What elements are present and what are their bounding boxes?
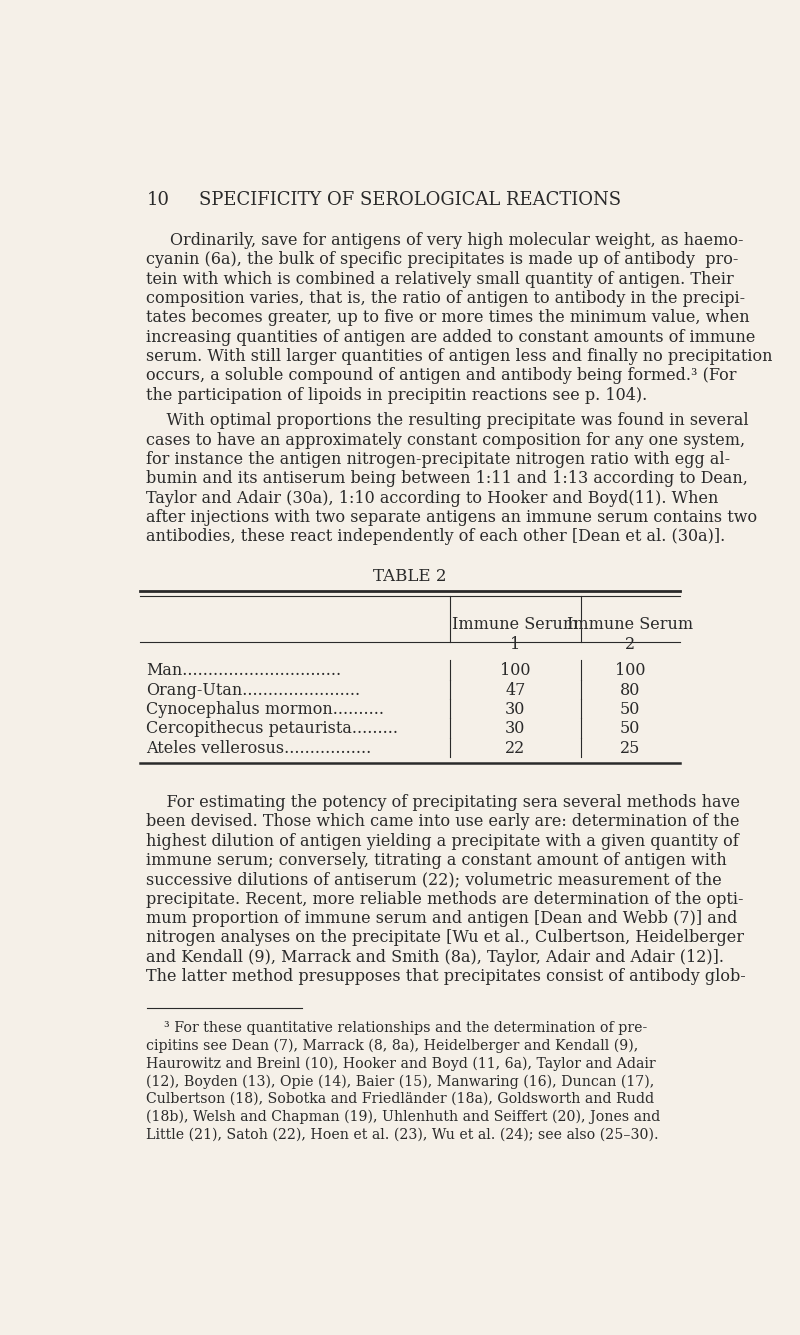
Text: 100: 100 xyxy=(500,662,530,680)
Text: cases to have an approximately constant composition for any one system,: cases to have an approximately constant … xyxy=(146,431,746,449)
Text: The latter method presupposes that precipitates consist of antibody glob-: The latter method presupposes that preci… xyxy=(146,968,746,985)
Text: Culbertson (18), Sobotka and Friedländer (18a), Goldsworth and Rudd: Culbertson (18), Sobotka and Friedländer… xyxy=(146,1092,654,1105)
Text: Immune Serum: Immune Serum xyxy=(567,617,693,633)
Text: immune serum; conversely, titrating a constant amount of antigen with: immune serum; conversely, titrating a co… xyxy=(146,852,727,869)
Text: (18b), Welsh and Chapman (19), Uhlenhuth and Seiffert (20), Jones and: (18b), Welsh and Chapman (19), Uhlenhuth… xyxy=(146,1109,661,1124)
Text: Cercopithecus petaurista.........: Cercopithecus petaurista......... xyxy=(146,721,398,737)
Text: 10: 10 xyxy=(146,191,170,210)
Text: tates becomes greater, up to five or more times the minimum value, when: tates becomes greater, up to five or mor… xyxy=(146,310,750,327)
Text: highest dilution of antigen yielding a precipitate with a given quantity of: highest dilution of antigen yielding a p… xyxy=(146,833,739,849)
Text: occurs, a soluble compound of antigen and antibody being formed.³ (For: occurs, a soluble compound of antigen an… xyxy=(146,367,737,384)
Text: Little (21), Satoh (22), Hoen et al. (23), Wu et al. (24); see also (25–30).: Little (21), Satoh (22), Hoen et al. (23… xyxy=(146,1127,659,1141)
Text: 30: 30 xyxy=(506,701,526,718)
Text: and Kendall (9), Marrack and Smith (8a), Taylor, Adair and Adair (12)].: and Kendall (9), Marrack and Smith (8a),… xyxy=(146,949,725,965)
Text: 22: 22 xyxy=(506,740,526,757)
Text: (12), Boyden (13), Opie (14), Baier (15), Manwaring (16), Duncan (17),: (12), Boyden (13), Opie (14), Baier (15)… xyxy=(146,1075,654,1088)
Text: precipitate. Recent, more reliable methods are determination of the opti-: precipitate. Recent, more reliable metho… xyxy=(146,890,744,908)
Text: mum proportion of immune serum and antigen [Dean and Webb (7)] and: mum proportion of immune serum and antig… xyxy=(146,910,738,926)
Text: composition varies, that is, the ratio of antigen to antibody in the precipi-: composition varies, that is, the ratio o… xyxy=(146,290,746,307)
Text: Ordinarily, save for antigens of very high molecular weight, as haemo-: Ordinarily, save for antigens of very hi… xyxy=(170,232,743,250)
Text: 47: 47 xyxy=(506,682,526,698)
Text: increasing quantities of antigen are added to constant amounts of immune: increasing quantities of antigen are add… xyxy=(146,328,756,346)
Text: for instance the antigen nitrogen-precipitate nitrogen ratio with egg al-: for instance the antigen nitrogen-precip… xyxy=(146,451,730,467)
Text: Ateles vellerosus.................: Ateles vellerosus................. xyxy=(146,740,372,757)
Text: antibodies, these react independently of each other [Dean et al. (30a)].: antibodies, these react independently of… xyxy=(146,529,726,545)
Text: Man...............................: Man............................... xyxy=(146,662,342,680)
Text: serum. With still larger quantities of antigen less and finally no precipitation: serum. With still larger quantities of a… xyxy=(146,348,773,364)
Text: 2: 2 xyxy=(625,635,635,653)
Text: 50: 50 xyxy=(620,721,640,737)
Text: nitrogen analyses on the precipitate [Wu et al., Culbertson, Heidelberger: nitrogen analyses on the precipitate [Wu… xyxy=(146,929,745,947)
Text: 50: 50 xyxy=(620,701,640,718)
Text: 1: 1 xyxy=(510,635,521,653)
Text: the participation of lipoids in precipitin reactions see p. 104).: the participation of lipoids in precipit… xyxy=(146,387,648,403)
Text: ³ For these quantitative relationships and the determination of pre-: ³ For these quantitative relationships a… xyxy=(146,1021,648,1035)
Text: SPECIFICITY OF SEROLOGICAL REACTIONS: SPECIFICITY OF SEROLOGICAL REACTIONS xyxy=(199,191,621,210)
Text: Haurowitz and Breinl (10), Hooker and Boyd (11, 6a), Taylor and Adair: Haurowitz and Breinl (10), Hooker and Bo… xyxy=(146,1056,656,1071)
Text: 100: 100 xyxy=(615,662,646,680)
Text: Immune Serum: Immune Serum xyxy=(452,617,578,633)
Text: Orang-Utan.......................: Orang-Utan....................... xyxy=(146,682,361,698)
Text: cipitins see Dean (7), Marrack (8, 8a), Heidelberger and Kendall (9),: cipitins see Dean (7), Marrack (8, 8a), … xyxy=(146,1039,638,1053)
Text: after injections with two separate antigens an immune serum contains two: after injections with two separate antig… xyxy=(146,509,758,526)
Text: tein with which is combined a relatively small quantity of antigen. Their: tein with which is combined a relatively… xyxy=(146,271,734,288)
Text: 30: 30 xyxy=(506,721,526,737)
Text: been devised. Those which came into use early are: determination of the: been devised. Those which came into use … xyxy=(146,813,740,830)
Text: 25: 25 xyxy=(620,740,640,757)
Text: Cynocephalus mormon..........: Cynocephalus mormon.......... xyxy=(146,701,385,718)
Text: TABLE 2: TABLE 2 xyxy=(374,569,446,585)
Text: For estimating the potency of precipitating sera several methods have: For estimating the potency of precipitat… xyxy=(146,794,741,812)
Text: bumin and its antiserum being between 1:11 and 1:13 according to Dean,: bumin and its antiserum being between 1:… xyxy=(146,470,748,487)
Text: 80: 80 xyxy=(620,682,640,698)
Text: successive dilutions of antiserum (22); volumetric measurement of the: successive dilutions of antiserum (22); … xyxy=(146,872,722,888)
Text: cyanin (6a), the bulk of specific precipitates is made up of antibody  pro-: cyanin (6a), the bulk of specific precip… xyxy=(146,251,739,268)
Text: With optimal proportions the resulting precipitate was found in several: With optimal proportions the resulting p… xyxy=(146,413,749,430)
Text: Taylor and Adair (30a), 1:10 according to Hooker and Boyd(11). When: Taylor and Adair (30a), 1:10 according t… xyxy=(146,490,719,506)
